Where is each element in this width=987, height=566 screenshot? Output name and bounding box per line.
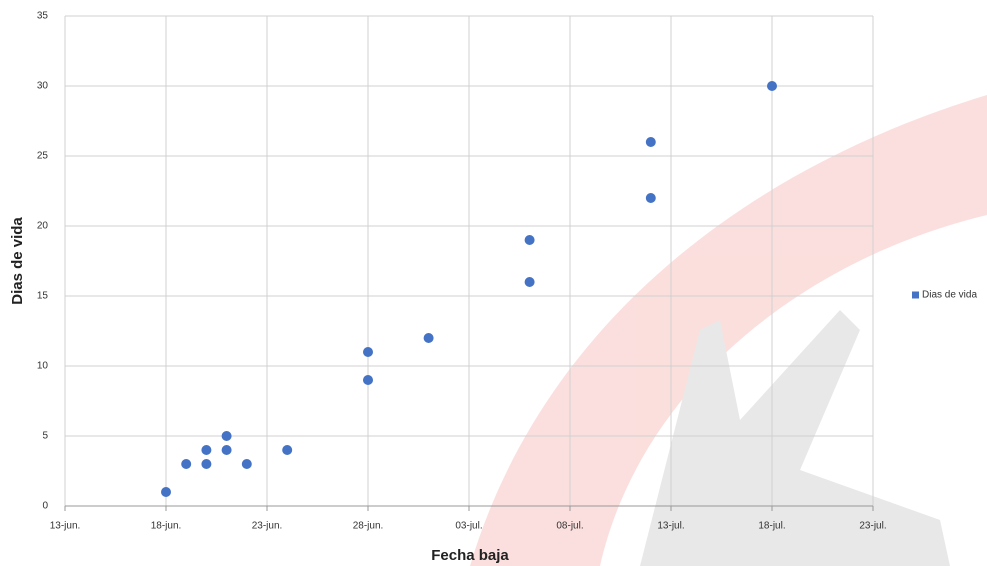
y-axis-title: Dias de vida — [9, 217, 26, 305]
legend-label: Dias de vida — [922, 290, 977, 301]
chart: Fecha baja Dias de vida 0 5 10 15 20 25 30 35 13… — [0, 0, 987, 566]
x-tick-label: 08-jul. — [556, 521, 583, 532]
point — [161, 487, 171, 497]
x-tick-label: 28-jun. — [353, 521, 384, 532]
y-tick-label: 10 — [37, 361, 49, 372]
point — [424, 333, 434, 343]
y-tick-label: 15 — [37, 291, 49, 302]
x-tick-label: 23-jun. — [252, 521, 283, 532]
point — [242, 459, 252, 469]
point — [201, 445, 211, 455]
x-tick-label: 18-jul. — [758, 521, 785, 532]
point — [363, 375, 373, 385]
point — [222, 431, 232, 441]
point — [767, 81, 777, 91]
y-tick-label: 5 — [42, 431, 48, 442]
point — [222, 445, 232, 455]
point — [282, 445, 292, 455]
point — [525, 235, 535, 245]
x-tick-label: 13-jun. — [50, 521, 81, 532]
point — [646, 137, 656, 147]
x-tick-label: 18-jun. — [151, 521, 182, 532]
legend-swatch — [912, 292, 919, 299]
point — [525, 277, 535, 287]
point — [181, 459, 191, 469]
point — [201, 459, 211, 469]
watermark — [470, 95, 987, 566]
y-tick-label: 20 — [37, 221, 49, 232]
y-tick-label: 0 — [42, 501, 48, 512]
x-tick-label: 13-jul. — [657, 521, 684, 532]
x-tick-label: 03-jul. — [455, 521, 482, 532]
point — [363, 347, 373, 357]
point — [646, 193, 656, 203]
x-tick-label: 23-jul. — [859, 521, 886, 532]
y-tick-label: 35 — [37, 11, 49, 22]
y-tick-label: 30 — [37, 81, 49, 92]
x-axis-title: Fecha baja — [431, 547, 509, 564]
y-tick-label: 25 — [37, 151, 49, 162]
